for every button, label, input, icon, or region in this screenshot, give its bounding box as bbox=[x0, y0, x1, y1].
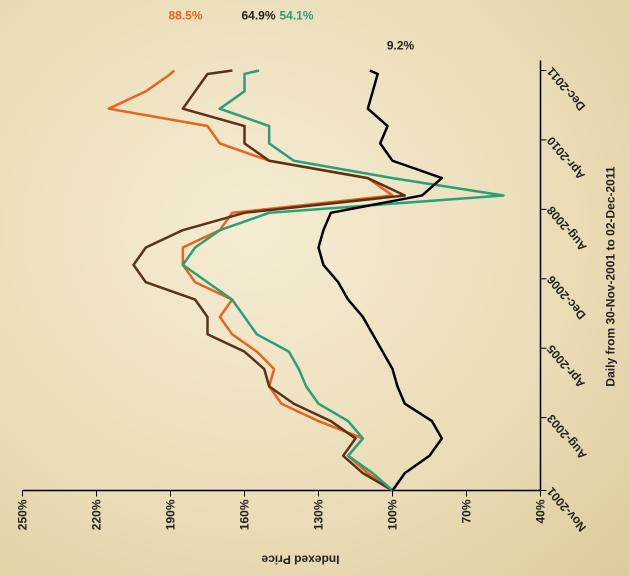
end-label: 64.9% bbox=[241, 8, 275, 22]
series-line bbox=[107, 69, 394, 492]
x-tick-label: Aug-2008 bbox=[543, 203, 589, 254]
end-label: 54.1% bbox=[279, 8, 313, 22]
y-axis-label: Indexed Price bbox=[261, 552, 339, 566]
series-line bbox=[316, 68, 443, 491]
series-line bbox=[181, 68, 505, 491]
y-tick-label: 220% bbox=[89, 499, 103, 530]
x-tick-label: Aug-2003 bbox=[543, 411, 589, 462]
y-tick-label: 250% bbox=[15, 499, 29, 530]
subtitle: Daily from 30-Nov-2001 to 02-Dec-2011 bbox=[603, 166, 617, 386]
y-tick-label: 130% bbox=[311, 499, 325, 530]
y-tick-label: 100% bbox=[385, 499, 399, 530]
x-tick-label: Dec-2006 bbox=[543, 272, 588, 322]
y-tick-label: 40% bbox=[533, 499, 547, 523]
y-tick-label: 160% bbox=[237, 499, 251, 530]
x-tick-label: Dec-2011 bbox=[543, 64, 587, 113]
x-tick-label: Nov-2001 bbox=[543, 484, 588, 534]
y-tick-label: 70% bbox=[459, 499, 473, 523]
y-tick-label: 190% bbox=[163, 499, 177, 530]
end-label: 9.2% bbox=[386, 38, 414, 52]
x-tick-label: Apr-2010 bbox=[543, 133, 587, 182]
x-tick-label: Apr-2005 bbox=[543, 342, 587, 391]
series-line bbox=[131, 68, 406, 492]
end-label: 88.5% bbox=[168, 8, 202, 22]
